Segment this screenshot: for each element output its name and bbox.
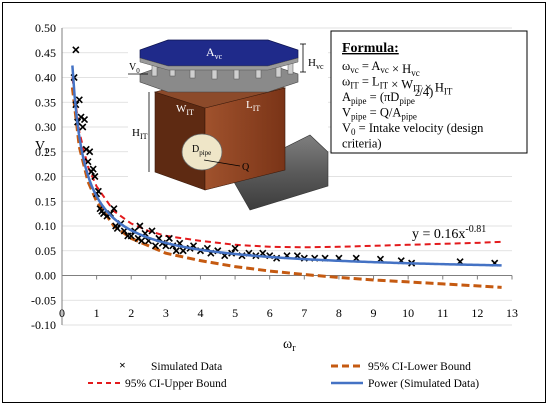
formula-line: V0 = Intake velocity (design	[342, 121, 484, 137]
label-wit: WIT	[176, 103, 194, 117]
intake-tower-diagram: Avc Hvc V0 WIT LIT HIT Dpipe Q	[128, 30, 329, 211]
y-axis-label: Vr	[35, 139, 49, 156]
x-tick-label: 2	[128, 306, 134, 320]
formula-line: criteria)	[342, 137, 382, 151]
y-tick-label: 0.40	[35, 71, 56, 85]
x-tick-label: 7	[301, 306, 307, 320]
label-hit: HIT	[132, 127, 148, 141]
x-tick-label: 12	[471, 306, 483, 320]
top-cap-edge	[139, 57, 299, 71]
x-tick-label: 8	[336, 306, 342, 320]
y-tick-label: 0.10	[35, 219, 56, 233]
x-tick-label: 10	[402, 306, 414, 320]
data-point	[80, 116, 89, 124]
legend-label-lower: 95% CI-Lower Bound	[368, 361, 471, 373]
legend-label-simulated: Simulated Data	[151, 361, 222, 373]
data-point	[113, 224, 121, 233]
data-point	[138, 237, 146, 245]
x-tick-label: 4	[197, 306, 203, 320]
data-point	[91, 172, 99, 181]
series-ci-lower	[70, 87, 502, 289]
axes	[61, 28, 513, 325]
q-arrow	[203, 159, 241, 167]
data-point	[84, 158, 92, 166]
formula-title: Formula:	[342, 41, 399, 56]
label-avc: Avc	[206, 45, 223, 61]
formula-box-border	[330, 30, 528, 154]
label-hvc: Hvc	[308, 57, 324, 71]
x-tick-label: 3	[163, 306, 169, 320]
legend-marker-x: ×	[119, 358, 126, 372]
data-point	[148, 227, 156, 235]
label-q: Q	[242, 162, 250, 173]
data-point	[75, 96, 83, 104]
legend-item-upper: 95% CI-Upper Bound	[88, 378, 227, 390]
y-tick-label: -0.10	[31, 318, 56, 332]
x-tick-label: 1	[94, 306, 100, 320]
x-tick-label: 13	[506, 306, 518, 320]
data-point	[89, 165, 97, 173]
data-point	[127, 232, 135, 240]
power-fit-line	[71, 65, 502, 267]
y-tick-label: 0.15	[35, 194, 56, 208]
y-tick-label: 0.45	[35, 46, 56, 60]
data-point	[110, 205, 118, 213]
x-tick-label: 9	[371, 306, 377, 320]
y-tick-label: -0.05	[31, 293, 56, 307]
formula-line: ωIT = LIT × WIT × HIT	[342, 75, 453, 97]
data-point	[151, 242, 160, 250]
formula-line: Apipe = (πDpipe2/4)	[342, 85, 433, 106]
data-point	[172, 247, 180, 255]
y-tick-label: 0.30	[35, 120, 56, 134]
data-point	[72, 46, 80, 54]
intake-pipe	[229, 134, 329, 211]
legend-label-power: Power (Simulated Data)	[368, 378, 479, 390]
data-point	[79, 123, 87, 131]
y-tick-label: 0.35	[35, 95, 56, 109]
ci-lower-line	[70, 87, 502, 289]
legend-label-upper: 95% CI-Upper Bound	[125, 378, 227, 390]
label-v0: V0	[129, 62, 140, 75]
label-lit: LIT	[246, 99, 260, 113]
x-tick-label: 6	[267, 306, 273, 320]
y-tick-label: 0.25	[35, 145, 56, 159]
x-tick-labels: 0 1 2 3 4 5 6 7 8 9 10 11 12 13	[59, 306, 518, 320]
y-tick-label: 0.00	[35, 269, 56, 283]
formula-line: ωvc = Avc × Hvc	[342, 59, 420, 78]
series-ci-upper	[71, 77, 502, 249]
ci-upper-line	[71, 77, 502, 249]
y-tick-label: 0.20	[35, 170, 56, 184]
x-tick-label: 11	[437, 306, 449, 320]
y-tick-label: 0.05	[35, 244, 56, 258]
data-point	[231, 244, 239, 252]
formula-line: Vpipe = Q/Apipe	[342, 106, 417, 122]
legend-item-simulated: × Simulated Data	[119, 358, 222, 373]
figure-frame	[2, 2, 546, 403]
data-point	[86, 148, 94, 156]
data-point	[136, 222, 144, 230]
y-tick-label: 0.50	[35, 21, 56, 35]
data-point	[352, 254, 360, 262]
x-axis-label: ωr	[283, 337, 296, 354]
x-tick-label: 5	[232, 306, 238, 320]
x-tick-label: 0	[59, 306, 65, 320]
legend-item-power: Power (Simulated Data)	[331, 378, 479, 390]
legend: × Simulated Data 95% CI-Lower Bound 95% …	[88, 358, 479, 390]
series-power-fit	[71, 65, 502, 267]
equation-annotation: y = 0.16x-0.81	[412, 224, 486, 242]
legend-item-lower: 95% CI-Lower Bound	[331, 361, 471, 373]
data-point	[179, 247, 187, 255]
label-dpipe: Dpipe	[192, 144, 211, 157]
data-point	[165, 234, 173, 242]
y-tick-labels: -0.10 -0.05 0.00 0.05 0.10 0.15 0.20 0.25 0.30 0.…	[31, 21, 56, 332]
